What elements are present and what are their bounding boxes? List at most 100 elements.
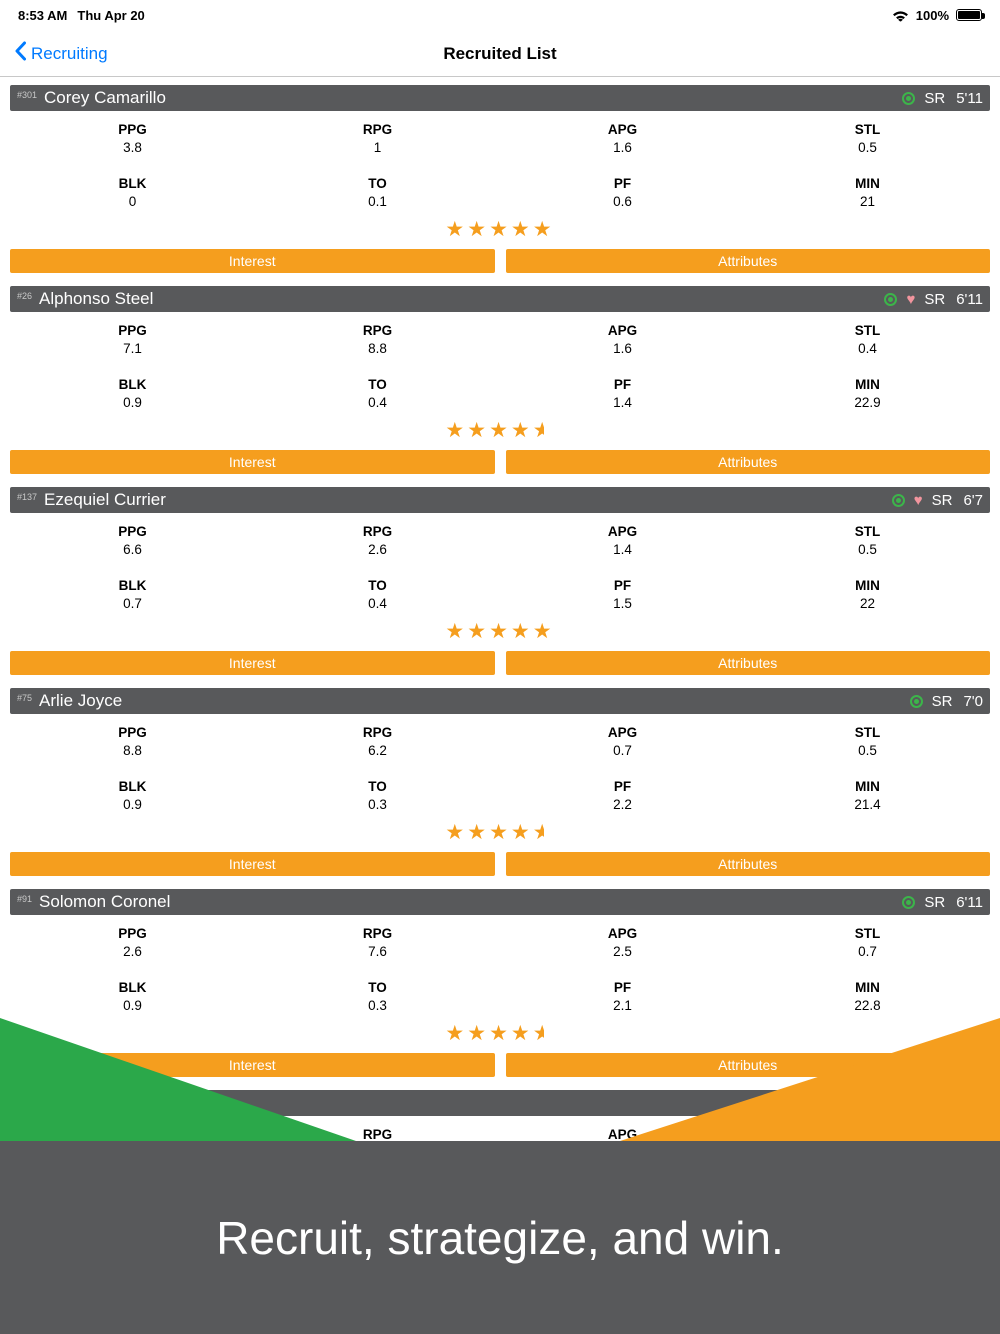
- stat-label-rpg: RPG: [362, 122, 393, 137]
- stat-label-rpg: RPG: [362, 524, 393, 539]
- player-badges: ♥ SR 6'7: [891, 491, 983, 509]
- status-time: 8:53 AM: [18, 7, 68, 23]
- stat-value-blk: 0.9: [123, 797, 142, 812]
- attributes-button[interactable]: Attributes: [505, 450, 990, 474]
- player-name: Corey Camarillo: [44, 88, 166, 107]
- stat-label-stl: STL: [854, 323, 881, 338]
- stat-value-to: 0.3: [368, 998, 387, 1013]
- star-icons-base: ★★★★★: [445, 821, 555, 844]
- player-card-header[interactable]: #75 Arlie Joyce SR 7'0: [10, 688, 990, 714]
- stat-value-stl: 0.7: [858, 944, 877, 959]
- player-class: SR: [924, 893, 946, 911]
- player-stats: PPG 8.8 RPG 6.2 APG 0.7 STL 0.5 BLK 0.9 TO 0.3…: [10, 714, 990, 814]
- nav-bar: Recruiting Recruited List: [0, 30, 1000, 77]
- player-card-header[interactable]: #26 Alphonso Steel ♥ SR 6'11: [10, 286, 990, 312]
- stat-value-min: 21.4: [854, 797, 881, 812]
- interest-button[interactable]: Interest: [10, 651, 495, 675]
- interest-button[interactable]: Interest: [10, 450, 495, 474]
- target-icon: [902, 895, 916, 909]
- battery-icon: [956, 9, 985, 21]
- stat-label-blk: BLK: [118, 578, 147, 593]
- player-card-header[interactable]: #91 Solomon Coronel SR 6'11: [10, 889, 990, 915]
- stat-value-apg: 1.4: [613, 542, 632, 557]
- stat-value-ppg: 3.8: [123, 140, 142, 155]
- stat-label-apg: APG: [607, 524, 638, 539]
- attributes-button[interactable]: Attributes: [505, 1053, 990, 1077]
- player-card: #26 Alphonso Steel ♥ SR 6'11 PPG 7.1 RPG 8…: [10, 286, 990, 474]
- star-icons-fill: ★★★★★: [445, 620, 555, 643]
- stat-value-stl: 0.5: [858, 140, 877, 155]
- stat-label-pf: PF: [613, 980, 632, 995]
- player-badges: ♥ SR 6'11: [884, 291, 983, 308]
- player-stats: RPG 3.9 APG 1.9: [10, 1116, 990, 1162]
- battery-percent: 100%: [915, 7, 949, 23]
- attributes-button[interactable]: Attributes: [505, 249, 990, 273]
- stat-label-stl: STL: [854, 725, 881, 740]
- stat-value-pf: 2.1: [613, 998, 632, 1013]
- status-indicators: 100%: [892, 7, 985, 23]
- stat-value-ppg: 7.1: [123, 341, 142, 356]
- ad-text: Recruit, strategize, and win.: [216, 1211, 784, 1264]
- wifi-icon: [892, 9, 909, 22]
- stat-value-blk: 0.9: [123, 395, 142, 410]
- player-stats: PPG 2.6 RPG 7.6 APG 2.5 STL 0.7 BLK 0.9 TO 0.3…: [10, 915, 990, 1015]
- player-class: SR: [924, 89, 946, 107]
- stat-label-to: TO: [368, 980, 387, 995]
- stat-value-stl: 0.5: [858, 542, 877, 557]
- stat-label-rpg: RPG: [362, 323, 393, 338]
- stat-value-min: 22.9: [854, 395, 881, 410]
- stat-value-rpg: 7.6: [368, 944, 387, 959]
- stat-value-min: 22.8: [854, 998, 881, 1013]
- star-icons-fill: ★★★★★: [445, 419, 543, 442]
- stat-value-pf: 1.4: [613, 395, 632, 410]
- status-bar: 8:53 AM Thu Apr 20 100%: [0, 0, 1000, 30]
- star-icons-fill: ★★★★★: [445, 1022, 543, 1045]
- player-card: #91 Solomon Coronel SR 6'11 PPG 2.6 RPG 7.…: [10, 889, 990, 1077]
- player-card: #301 Corey Camarillo SR 5'11 PPG 3.8 RPG 1…: [10, 85, 990, 273]
- stat-label-min: MIN: [855, 980, 880, 995]
- player-name: Ezequiel Currier: [44, 490, 166, 509]
- stat-value-ppg: 8.8: [123, 743, 142, 758]
- player-card-header[interactable]: [10, 1090, 990, 1116]
- stat-label-pf: PF: [613, 176, 632, 191]
- star-rating: ★★★★★ ★★★★★: [10, 821, 990, 845]
- stat-value-blk: 0.9: [123, 998, 142, 1013]
- stat-label-apg: APG: [607, 725, 638, 740]
- player-stats: PPG 7.1 RPG 8.8 APG 1.6 STL 0.4 BLK 0.9 TO 0.4…: [10, 312, 990, 412]
- player-height: 5'11: [956, 89, 983, 107]
- target-icon: [909, 694, 923, 708]
- stat-label-to: TO: [368, 578, 387, 593]
- player-card-header[interactable]: #137 Ezequiel Currier ♥ SR 6'7: [10, 487, 990, 513]
- stat-value-apg: 2.5: [613, 944, 632, 959]
- stat-value-rpg: 1: [373, 140, 382, 155]
- interest-button[interactable]: Interest: [10, 1053, 495, 1077]
- player-height: 6'11: [956, 893, 983, 911]
- star-rating: ★★★★★ ★★★★★: [10, 218, 990, 242]
- stat-value-apg: 1.6: [613, 341, 632, 356]
- stat-label-ppg: PPG: [118, 524, 147, 539]
- stat-label-min: MIN: [855, 377, 880, 392]
- attributes-button[interactable]: Attributes: [505, 651, 990, 675]
- player-height: 6'11: [956, 290, 983, 308]
- back-button[interactable]: Recruiting: [14, 30, 108, 77]
- player-number: #137: [17, 491, 38, 502]
- stat-value-apg: 0.7: [613, 743, 632, 758]
- interest-button[interactable]: Interest: [10, 249, 495, 273]
- player-badges: SR 7'0: [909, 693, 983, 710]
- star-icons-base: ★★★★★: [445, 620, 555, 643]
- stat-value-to: 0.4: [368, 395, 387, 410]
- stat-label-to: TO: [368, 779, 387, 794]
- stat-value-apg: 1.9: [613, 1145, 632, 1160]
- player-card: RPG 3.9 APG 1.9: [10, 1090, 990, 1162]
- stat-label-to: TO: [368, 377, 387, 392]
- player-class: SR: [931, 491, 953, 509]
- stat-label-apg: APG: [607, 323, 638, 338]
- stat-label-apg: APG: [607, 926, 638, 941]
- status-time-date: 8:53 AM Thu Apr 20: [18, 8, 145, 23]
- player-card-header[interactable]: #301 Corey Camarillo SR 5'11: [10, 85, 990, 111]
- stat-label-ppg: PPG: [118, 926, 147, 941]
- stat-value-min: 22: [859, 596, 876, 611]
- stat-value-blk: 0: [128, 194, 137, 209]
- interest-button[interactable]: Interest: [10, 852, 495, 876]
- attributes-button[interactable]: Attributes: [505, 852, 990, 876]
